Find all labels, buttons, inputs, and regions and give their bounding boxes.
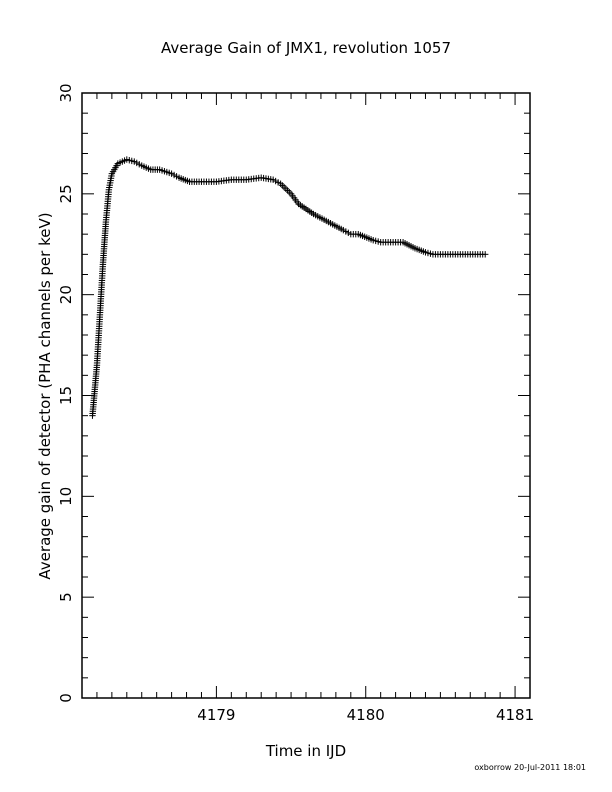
y-tick-label: 30 <box>57 83 75 102</box>
data-series <box>89 156 489 419</box>
x-tick-label: 4180 <box>347 706 385 724</box>
y-tick-label: 5 <box>57 592 75 602</box>
x-tick-label: 4179 <box>197 706 235 724</box>
x-tick-label: 4181 <box>496 706 534 724</box>
y-tick-label: 10 <box>57 487 75 506</box>
x-axis-label: Time in IJD <box>265 742 346 760</box>
plot-frame <box>81 92 531 699</box>
y-tick-label: 15 <box>57 386 75 405</box>
y-axis: 0 5 10 15 20 25 30 <box>57 83 530 703</box>
credit-text: oxborrow 20-Jul-2011 18:01 <box>474 763 586 772</box>
y-tick-label: 0 <box>57 693 75 703</box>
x-axis: 4179 4180 4181 <box>81 93 534 724</box>
y-tick-label: 20 <box>57 285 75 304</box>
y-tick-label: 25 <box>57 184 75 203</box>
chart-title: Average Gain of JMX1, revolution 1057 <box>161 39 451 57</box>
data-point <box>482 251 489 258</box>
y-axis-label: Average gain of detector (PHA channels p… <box>36 212 54 579</box>
